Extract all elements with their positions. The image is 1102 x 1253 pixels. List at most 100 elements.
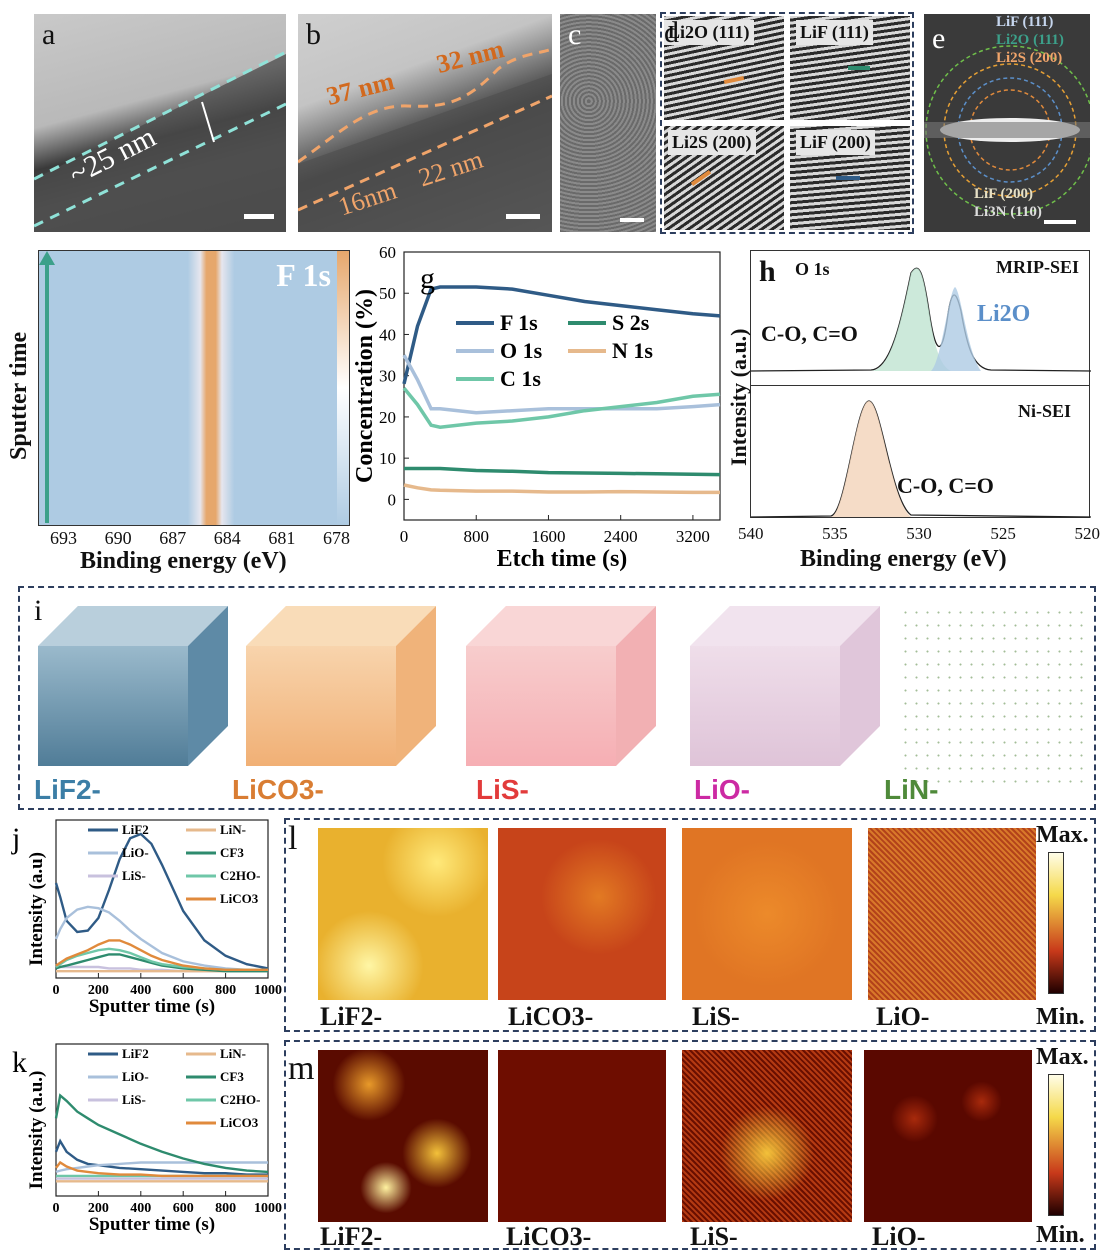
xtick: 678 bbox=[322, 528, 350, 548]
map-caption: LiO- bbox=[872, 1222, 926, 1251]
series-line bbox=[55, 1161, 268, 1174]
colorbar-l bbox=[1048, 852, 1064, 994]
chart-k: 0 200 400 600 800 1000 LiF2 LiO- LiS- LiN- CF3 C2HO… bbox=[12, 1043, 282, 1235]
xtick-label: 0 bbox=[53, 1201, 60, 1216]
panel-label-b: b bbox=[306, 18, 321, 51]
panel-d-frame bbox=[660, 12, 914, 234]
panel-label-k: k bbox=[12, 1046, 27, 1079]
map-caption: LiS- bbox=[692, 1002, 740, 1031]
map-m-lif2 bbox=[318, 1050, 488, 1222]
tem-image-a: a ~25 nm bbox=[34, 14, 286, 232]
saed-pattern-e: e LiF (111) Li2O (111) Li2S (200) LiF (2… bbox=[924, 14, 1090, 232]
map-m-lio bbox=[864, 1050, 1032, 1222]
f-xticks: 693 690 687 684 681 678 bbox=[50, 528, 350, 549]
cube-lis bbox=[466, 606, 656, 766]
xtick-label: 800 bbox=[215, 983, 236, 998]
series-line bbox=[402, 386, 721, 429]
ring-label: Li3N (110) bbox=[974, 204, 1042, 220]
y-axis-label: Intensity (a.u) bbox=[26, 852, 47, 966]
ytick-label: 10 bbox=[379, 449, 396, 468]
xtick: 690 bbox=[104, 528, 132, 548]
y-axis-label: Intensity (a.u.) bbox=[26, 1071, 47, 1190]
series-line bbox=[55, 939, 268, 971]
map-l-lif2 bbox=[318, 828, 488, 1000]
panel-label-i: i bbox=[34, 594, 43, 627]
sputter-arrow bbox=[45, 261, 49, 523]
tile-label: Li2O (111) bbox=[664, 20, 754, 45]
series-line bbox=[402, 285, 721, 385]
panel-label-a: a bbox=[42, 18, 56, 51]
series-line bbox=[55, 1160, 268, 1178]
f1s-heatmap: F 1s bbox=[38, 250, 350, 526]
xtick-label: 400 bbox=[130, 983, 151, 998]
tile-label: Li2S (200) bbox=[668, 130, 756, 155]
series-line bbox=[54, 905, 269, 973]
xtick-label: 400 bbox=[130, 1201, 151, 1216]
xtick-label: 0 bbox=[53, 983, 60, 998]
bottom-peak-co: C-O, C=O bbox=[897, 473, 994, 498]
map-l-lis bbox=[682, 828, 852, 1000]
legend-label: LiN- bbox=[220, 1046, 246, 1061]
plot-frame bbox=[55, 819, 269, 979]
xtick-label: 1000 bbox=[254, 983, 282, 998]
xtick-label: 1600 bbox=[531, 527, 565, 546]
panel-label-g: g bbox=[420, 262, 435, 295]
ytick-label: 50 bbox=[379, 284, 396, 303]
cube-lin bbox=[900, 606, 1090, 786]
h-xticks: 540 535 530 525 520 bbox=[738, 524, 1100, 544]
map-caption: LiF2- bbox=[320, 1002, 383, 1031]
heatmap-title: F 1s bbox=[276, 257, 331, 293]
cube-label-lif2: LiF2- bbox=[34, 774, 101, 805]
h-ylabel: Intensity (a.u.) bbox=[726, 328, 751, 466]
ring-label: Li2O (111) bbox=[996, 32, 1064, 48]
xtick-label: 1000 bbox=[254, 1201, 282, 1216]
colorbar-l-min: Min. bbox=[1036, 1004, 1085, 1030]
xtick: 687 bbox=[159, 528, 187, 548]
plot-frame bbox=[55, 1043, 269, 1197]
legend-label: LiO- bbox=[122, 845, 149, 860]
hrtem-tile-li2o-111: Li2O (111) bbox=[664, 16, 784, 120]
cube-label-lico3: LiCO3- bbox=[232, 774, 324, 805]
hrtem-tile-li2s-200: Li2S (200) bbox=[664, 126, 784, 230]
bottom-title: Ni-SEI bbox=[1017, 401, 1071, 421]
scale-bar-c bbox=[620, 218, 644, 222]
xtick: 530 bbox=[906, 524, 932, 543]
cube-lico3 bbox=[246, 606, 436, 766]
cube-label-lin: LiN- bbox=[884, 774, 939, 805]
series-line bbox=[403, 483, 720, 495]
x-axis-label: Sputter time (s) bbox=[89, 996, 215, 1017]
xtick: 540 bbox=[738, 524, 764, 543]
colorbar-m-min: Min. bbox=[1036, 1222, 1085, 1248]
chart-g: 0 10 20 30 40 50 60 0 800 1600 2400 3200 F 1s S 2s O 1… bbox=[352, 243, 721, 572]
legend-label: LiCO3 bbox=[220, 891, 259, 906]
legend-label: CF3 bbox=[220, 845, 244, 860]
colorbar-l-max: Max. bbox=[1036, 822, 1089, 848]
legend-label: C 1s bbox=[500, 366, 541, 391]
series-line bbox=[402, 354, 721, 415]
series-line bbox=[55, 953, 268, 973]
ytick-label: 40 bbox=[379, 325, 396, 344]
ytick-label: 0 bbox=[388, 490, 397, 509]
xtick-label: 800 bbox=[215, 1201, 236, 1216]
series-line bbox=[54, 1093, 269, 1174]
map-l-lico3 bbox=[498, 828, 666, 1000]
f-xlabel: Binding energy (eV) bbox=[80, 548, 287, 574]
top-peak-li2o: Li2O bbox=[977, 301, 1031, 327]
plot-frame bbox=[403, 251, 721, 521]
xps-o1s-panel: h O 1s MRIP-SEI C-O, C=O Li2O Ni-SEI C-O… bbox=[750, 250, 1091, 518]
x-axis-label: Etch time (s) bbox=[497, 546, 628, 572]
xtick: 684 bbox=[213, 528, 241, 548]
legend-label: S 2s bbox=[612, 310, 650, 335]
xtick: 520 bbox=[1074, 524, 1101, 543]
series-line bbox=[404, 466, 721, 477]
legend-label: LiF2 bbox=[122, 822, 149, 837]
legend-label: C2HO- bbox=[220, 1092, 260, 1107]
tem-image-c: c bbox=[560, 14, 656, 232]
panel-label-h: h bbox=[759, 255, 776, 288]
map-caption: LiO- bbox=[876, 1002, 930, 1031]
map-caption: LiF2- bbox=[320, 1222, 383, 1251]
cube-label-lis: LiS- bbox=[476, 774, 529, 805]
cube-lif2 bbox=[38, 606, 228, 766]
top-subtitle: O 1s bbox=[795, 259, 830, 279]
xtick-label: 3200 bbox=[676, 527, 710, 546]
